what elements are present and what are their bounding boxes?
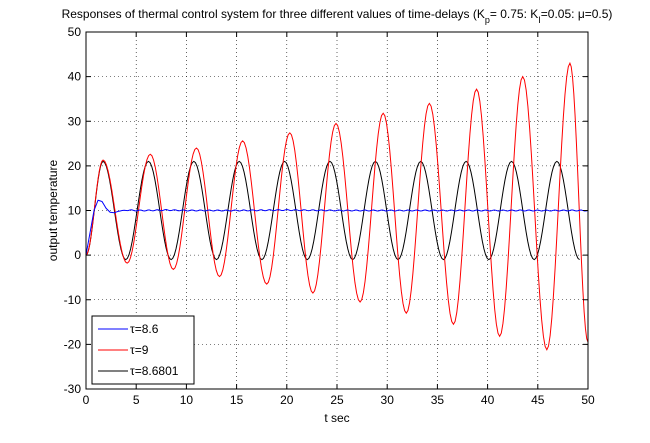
series-line-tau-8-6801 [86, 160, 580, 261]
y-tick-label: 50 [68, 25, 82, 39]
x-tick-label: 50 [581, 393, 595, 407]
y-axis-label: output temperature [46, 159, 60, 261]
x-tick-label: 10 [180, 393, 194, 407]
legend-entry-label: τ=8.6801 [130, 364, 179, 378]
y-tick-label: 40 [68, 70, 82, 84]
x-tick-label: 5 [133, 393, 140, 407]
x-tick-label: 20 [280, 393, 294, 407]
x-tick-label: 0 [83, 393, 90, 407]
y-tick-label: -10 [64, 293, 82, 307]
x-tick-label: 40 [481, 393, 495, 407]
y-tick-label: 0 [74, 248, 81, 262]
y-tick-label: -30 [64, 382, 82, 396]
y-tick-label: 30 [68, 114, 82, 128]
x-tick-label: 35 [431, 393, 445, 407]
x-tick-label: 45 [531, 393, 545, 407]
y-tick-label: 20 [68, 159, 82, 173]
series-line-tau-9 [86, 61, 588, 351]
x-tick-label: 30 [381, 393, 395, 407]
legend-entry-label: τ=9 [130, 343, 149, 357]
x-tick-label: 25 [330, 393, 344, 407]
series-line-tau-8-6 [86, 199, 588, 256]
chart-title: Responses of thermal control system for … [62, 7, 613, 25]
legend: τ=8.6 τ=9 τ=8.6801 [91, 315, 195, 385]
y-tick-label: 10 [68, 204, 82, 218]
axis-ticks: 0 5 10 15 20 25 30 35 40 45 50 -30 -20 -10 0 10 20 30 40 50 [64, 25, 595, 407]
y-tick-label: -20 [64, 337, 82, 351]
series-layer [86, 61, 588, 351]
x-axis-label: t sec [324, 411, 349, 425]
legend-entry-label: τ=8.6 [130, 322, 159, 336]
x-tick-label: 15 [230, 393, 244, 407]
chart-title-text: Responses of thermal control system for … [62, 7, 613, 25]
